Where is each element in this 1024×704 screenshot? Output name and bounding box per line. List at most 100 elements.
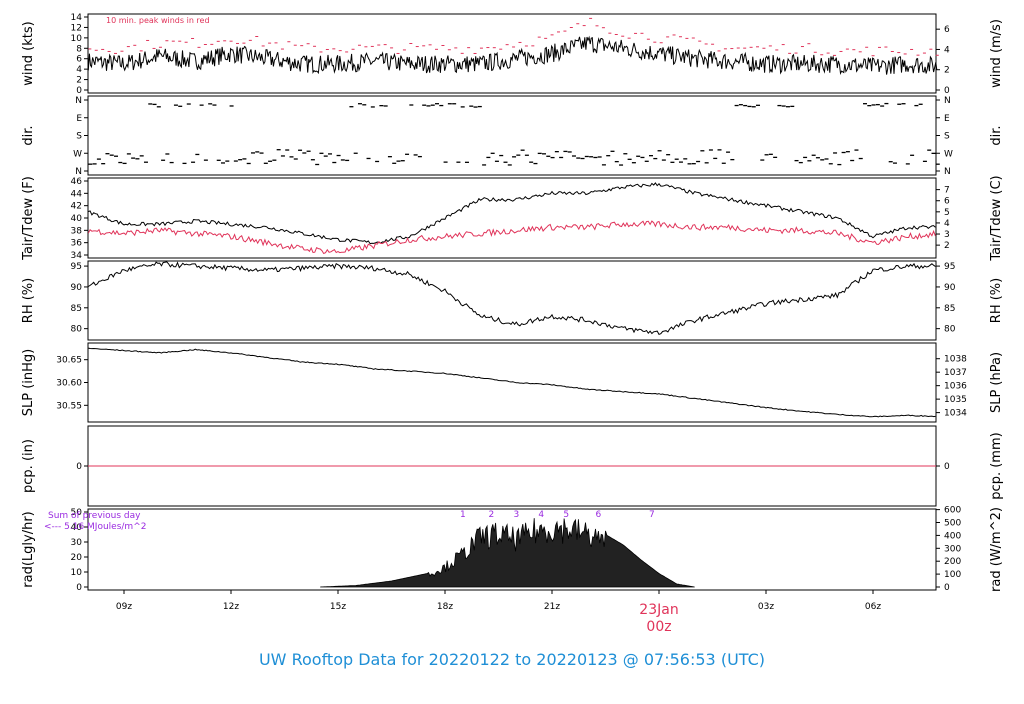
temp-R-tick-label: 5 <box>944 208 950 218</box>
x-tick-label: 09z <box>116 602 132 612</box>
wind-ylabel-right: wind (m/s) <box>989 19 1004 88</box>
dir-R-tick-label: W <box>944 149 953 159</box>
dir-L-tick-label: W <box>73 149 82 159</box>
pcp-R-tick-label: 0 <box>944 462 950 472</box>
rh-R-tick-label: 90 <box>944 283 956 293</box>
wind-R-tick-label: 4 <box>944 45 950 55</box>
rad-L-tick-label: 0 <box>76 583 82 593</box>
rad-L-tick-label: 20 <box>71 553 83 563</box>
wind-L-tick-label: 2 <box>76 76 82 86</box>
rh-line <box>88 261 936 336</box>
rh-L-tick-label: 90 <box>71 283 83 293</box>
wind-L-tick-label: 12 <box>71 23 82 33</box>
rh-panel-frame <box>87 260 937 341</box>
slp-R-tick-label: 1036 <box>944 382 967 392</box>
slp-ylabel-left: SLP (inHg) <box>21 349 36 417</box>
temp-dew-line <box>87 220 936 255</box>
rad-marker: 7 <box>649 510 655 520</box>
rad-marker: 3 <box>513 510 519 520</box>
dir-L-tick-label: N <box>75 96 82 106</box>
chart-title: UW Rooftop Data for 20220122 to 20220123… <box>259 650 765 669</box>
slp-ylabel-right: SLP (hPa) <box>989 352 1004 413</box>
x-tick-label: 06z <box>865 602 881 612</box>
rad-marker: 1 <box>460 510 466 520</box>
temp-L-tick-label: 46 <box>71 177 83 187</box>
temp-L-tick-label: 44 <box>71 189 83 199</box>
slp-line <box>88 347 936 418</box>
wind-panel-frame <box>87 13 937 94</box>
x-date-sublabel: 00z <box>646 619 671 635</box>
rad-panel-frame <box>87 508 937 591</box>
temp-R-tick-label: 3 <box>944 230 950 240</box>
rad-L-tick-label: 50 <box>71 508 83 518</box>
wind-R-tick-label: 2 <box>944 66 950 76</box>
temp-L-tick-label: 38 <box>71 226 83 236</box>
slp-L-tick-label: 30.65 <box>56 356 82 366</box>
rad-R-tick-label: 100 <box>944 570 961 580</box>
wind-L-tick-label: 14 <box>71 13 83 23</box>
x-date-label: 23Jan <box>639 602 678 618</box>
rh-L-tick-label: 95 <box>71 262 82 272</box>
rad-R-tick-label: 0 <box>944 583 950 593</box>
rad-R-tick-label: 300 <box>944 544 961 554</box>
rad-R-tick-label: 600 <box>944 506 961 516</box>
rad-L-tick-label: 30 <box>71 538 83 548</box>
wind-R-tick-label: 6 <box>944 25 950 35</box>
dir-R-tick-label: N <box>944 96 951 106</box>
dir-R-tick-label: E <box>944 114 950 124</box>
dir-panel-frame <box>87 95 937 176</box>
slp-panel-frame <box>87 342 937 423</box>
rh-R-tick-label: 85 <box>944 304 955 314</box>
temp-R-tick-label: 2 <box>944 241 950 251</box>
dir-ylabel-right: dir. <box>989 125 1004 145</box>
rad-marker: 6 <box>595 510 601 520</box>
rh-L-tick-label: 85 <box>71 304 82 314</box>
rad-ylabel-right: rad (W/m^2) <box>989 507 1004 592</box>
rad-marker: 4 <box>538 510 544 520</box>
temp-L-tick-label: 40 <box>71 214 83 224</box>
wind-L-tick-label: 8 <box>76 44 82 54</box>
rad-L-tick-label: 40 <box>71 523 83 533</box>
rad-note-line2: <--- 5.16 MJoules/m^2 <box>44 522 146 532</box>
dir-R-tick-label: N <box>944 167 951 177</box>
wind-L-tick-label: 0 <box>76 86 82 96</box>
temp-R-tick-label: 7 <box>944 186 950 196</box>
pcp-ylabel-right: pcp. (mm) <box>989 432 1004 499</box>
wind-L-tick-label: 4 <box>76 65 82 75</box>
rh-ylabel-right: RH (%) <box>989 278 1004 323</box>
dir-ylabel-left: dir. <box>21 125 36 145</box>
temp-R-tick-label: 6 <box>944 197 950 207</box>
rad-R-tick-label: 400 <box>944 531 961 541</box>
rh-ylabel-left: RH (%) <box>21 278 36 323</box>
x-tick-label: 21z <box>544 602 560 612</box>
wind-L-tick-label: 10 <box>71 34 83 44</box>
slp-R-tick-label: 1038 <box>944 355 967 365</box>
wind-ylabel-left: wind (kts) <box>21 21 36 85</box>
x-tick-label: 12z <box>223 602 239 612</box>
rad-marker: 5 <box>563 510 569 520</box>
rad-note-line1: Sum of previous day <box>48 511 141 521</box>
rad-area <box>320 518 695 588</box>
temp-L-tick-label: 36 <box>71 239 83 249</box>
wind-L-tick-label: 6 <box>76 55 82 65</box>
rad-ylabel-left: rad(Lgly/hr) <box>21 511 36 587</box>
temp-ylabel-left: Tair/Tdew (F) <box>21 176 36 261</box>
x-tick-label: 03z <box>758 602 774 612</box>
slp-L-tick-label: 30.60 <box>56 379 82 389</box>
rh-R-tick-label: 80 <box>944 325 956 335</box>
slp-L-tick-label: 30.55 <box>56 401 82 411</box>
rad-L-tick-label: 10 <box>71 568 83 578</box>
wind-series-line <box>87 35 938 76</box>
dir-L-tick-label: E <box>76 114 82 124</box>
dir-R-tick-label: S <box>944 132 950 142</box>
rad-marker: 2 <box>488 510 494 520</box>
rh-L-tick-label: 80 <box>71 325 83 335</box>
slp-R-tick-label: 1037 <box>944 368 967 378</box>
dir-L-tick-label: S <box>76 132 82 142</box>
pcp-L-tick-label: 0 <box>76 462 82 472</box>
temp-air-line <box>88 182 936 245</box>
x-tick-label: 15z <box>330 602 346 612</box>
slp-R-tick-label: 1035 <box>944 395 967 405</box>
slp-R-tick-label: 1034 <box>944 409 967 419</box>
